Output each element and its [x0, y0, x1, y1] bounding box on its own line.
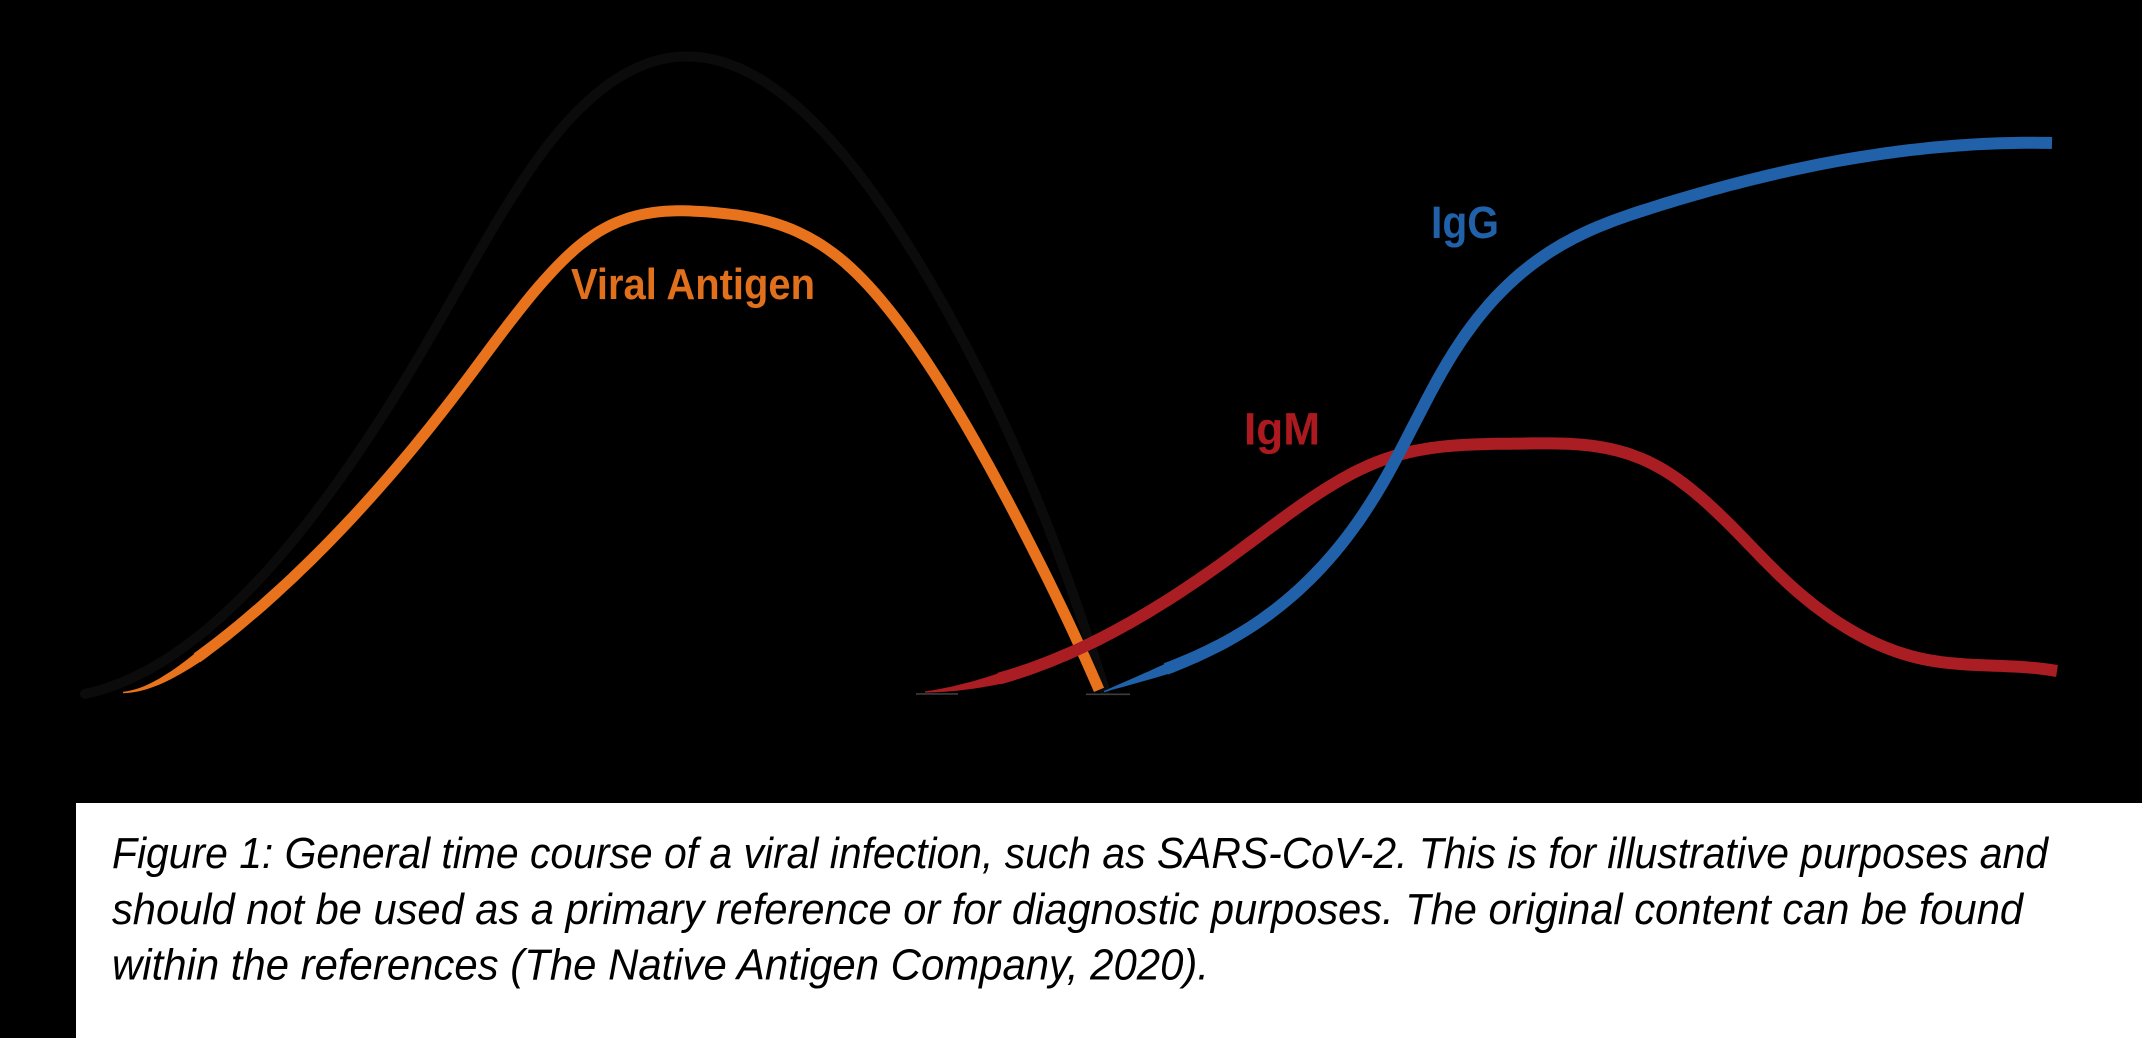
- svg-text:within the references (The Nat: within the references (The Native Antige…: [112, 941, 1209, 990]
- svg-text:IgM: IgM: [1244, 404, 1320, 455]
- svg-text:Viral Antigen: Viral Antigen: [571, 260, 815, 309]
- svg-text:should not be used as a primar: should not be used as a primary referenc…: [112, 885, 2024, 934]
- svg-text:Figure 1: General time course: Figure 1: General time course of a viral…: [112, 829, 2049, 878]
- svg-text:IgG: IgG: [1431, 197, 1499, 248]
